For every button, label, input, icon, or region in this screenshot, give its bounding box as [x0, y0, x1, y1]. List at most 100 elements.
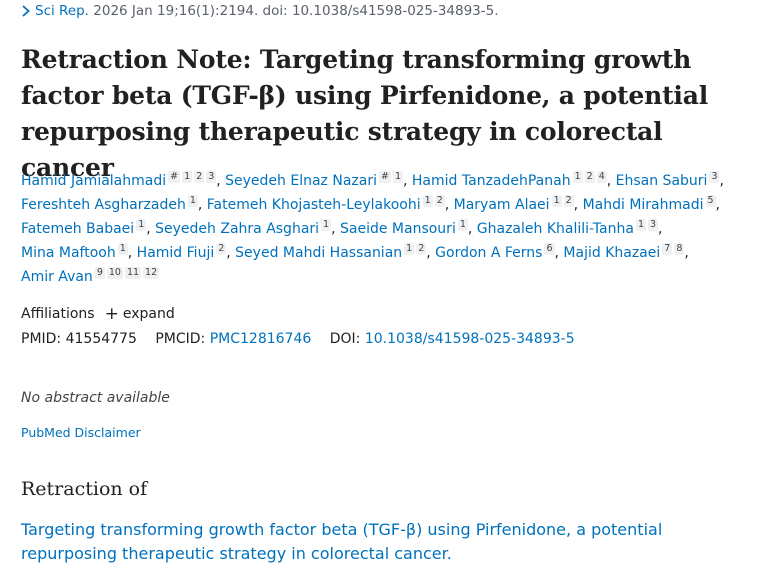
author-affiliation-refs: 1	[134, 219, 147, 237]
author-name[interactable]: Gordon A Ferns	[435, 245, 543, 261]
author-separator: ,	[403, 173, 412, 189]
retracted-article-link[interactable]: Targeting transforming growth factor bet…	[21, 520, 663, 563]
page-title: Retraction Note: Targeting transforming …	[21, 45, 709, 182]
author-item: Majid Khazaei 7 8,	[563, 243, 689, 261]
pubmed-disclaimer-link[interactable]: PubMed Disclaimer	[21, 425, 141, 440]
affiliation-ref[interactable]: 1	[117, 243, 128, 255]
author-list: Hamid Jamialahmadi #1 2 3, Seyedeh Elnaz Na…	[21, 169, 741, 289]
affiliation-ref[interactable]: 3	[709, 171, 720, 183]
author-separator: ,	[426, 245, 436, 261]
author-name[interactable]: Ghazaleh Khalili-Tanha	[476, 221, 634, 237]
affiliation-ref[interactable]: 1	[457, 219, 468, 231]
equal-contribution-marker: #	[378, 171, 391, 183]
author-name[interactable]: Majid Khazaei	[563, 245, 661, 261]
author-item: Hamid Jamialahmadi #1 2 3,	[21, 171, 226, 189]
affiliation-ref[interactable]: 1	[136, 219, 147, 231]
affiliation-ref[interactable]: 1	[404, 243, 415, 255]
expand-affiliations-button[interactable]: expand	[122, 306, 175, 322]
author-name[interactable]: Seyedeh Zahra Asghari	[155, 221, 320, 237]
author-item: Fereshteh Asgharzadeh 1,	[21, 195, 207, 213]
author-name[interactable]: Ehsan Saburi	[615, 173, 708, 189]
affiliation-ref[interactable]: 1	[392, 171, 403, 183]
author-affiliation-refs: 1	[319, 219, 332, 237]
author-separator: ,	[146, 221, 156, 237]
plus-icon[interactable]: +	[104, 304, 119, 324]
author-item: Mina Maftooh 1,	[21, 243, 137, 261]
author-separator: ,	[554, 245, 564, 261]
author-name[interactable]: Hamid TanzadehPanah	[411, 173, 571, 189]
author-affiliation-refs: 2	[214, 243, 227, 261]
pmcid-label: PMCID:	[155, 331, 206, 347]
affiliation-ref[interactable]: 2	[194, 171, 205, 183]
affiliations-label: Affiliations	[21, 306, 95, 322]
author-separator: ,	[216, 173, 226, 189]
author-name[interactable]: Mahdi Mirahmadi	[582, 197, 704, 213]
author-affiliation-refs: 1	[186, 195, 198, 213]
author-separator: ,	[684, 245, 689, 261]
author-separator: ,	[197, 197, 207, 213]
affiliation-ref[interactable]: 3	[206, 171, 217, 183]
affiliation-ref[interactable]: 1	[551, 195, 562, 207]
doi-label: DOI:	[329, 331, 361, 347]
affiliation-ref[interactable]: 2	[216, 243, 227, 255]
author-item: Amir Avan 9 10 11 12	[21, 267, 160, 285]
author-separator: ,	[444, 197, 454, 213]
author-name[interactable]: Hamid Fiuji	[136, 245, 215, 261]
author-affiliation-refs: 1	[456, 219, 468, 237]
affiliation-ref[interactable]: 1	[187, 195, 198, 207]
affiliations-row: Affiliations + expand	[21, 304, 175, 324]
author-name[interactable]: Hamid Jamialahmadi	[21, 173, 167, 189]
author-item: Seyedeh Elnaz Nazari #1,	[225, 171, 412, 189]
author-separator: ,	[467, 221, 477, 237]
affiliation-ref[interactable]: 1	[635, 219, 646, 231]
affiliation-ref[interactable]: 2	[563, 195, 574, 207]
author-item: Seyedeh Zahra Asghari 1,	[155, 219, 340, 237]
author-item: Gordon A Ferns 6,	[435, 243, 564, 261]
author-name[interactable]: Mina Maftooh	[21, 245, 116, 261]
author-name[interactable]: Seyed Mahdi Hassanian	[235, 245, 403, 261]
affiliation-ref[interactable]: 1	[572, 171, 583, 183]
affiliation-ref[interactable]: 6	[544, 243, 555, 255]
author-name[interactable]: Fereshteh Asgharzadeh	[21, 197, 186, 213]
journal-link[interactable]: Sci Rep.	[35, 3, 89, 19]
affiliation-ref[interactable]: 10	[106, 267, 123, 279]
affiliation-ref[interactable]: 2	[416, 243, 427, 255]
affiliation-ref[interactable]: 1	[321, 219, 332, 231]
affiliation-ref[interactable]: 2	[584, 171, 595, 183]
author-item: Hamid Fiuji 2,	[136, 243, 236, 261]
affiliation-ref[interactable]: 3	[647, 219, 659, 231]
author-item: Ghazaleh Khalili-Tanha 1 3,	[476, 219, 662, 237]
affiliation-ref[interactable]: 4	[596, 171, 607, 183]
affiliation-ref[interactable]: 2	[434, 195, 445, 207]
affiliation-ref[interactable]: 1	[182, 171, 193, 183]
author-affiliation-refs: 3	[707, 171, 720, 189]
pmcid-link[interactable]: PMC12816746	[209, 331, 312, 347]
author-affiliation-refs: 6	[542, 243, 555, 261]
author-name[interactable]: Saeide Mansouri	[340, 221, 456, 237]
author-affiliation-refs: 5	[704, 195, 716, 213]
author-item: Fatemeh Khojasteh-Leylakoohi 1 2,	[206, 195, 454, 213]
author-name[interactable]: Seyedeh Elnaz Nazari	[225, 173, 377, 189]
author-item: Fatemeh Babaei 1,	[21, 219, 156, 237]
author-name[interactable]: Amir Avan	[21, 269, 93, 285]
affiliation-ref[interactable]: 8	[674, 243, 685, 255]
affiliation-ref[interactable]: 5	[705, 195, 716, 207]
author-separator: ,	[127, 245, 137, 261]
retraction-heading: Retraction of	[21, 478, 148, 500]
author-name[interactable]: Fatemeh Khojasteh-Leylakoohi	[206, 197, 421, 213]
chevron-right-icon[interactable]	[21, 5, 35, 21]
affiliation-ref[interactable]: 12	[143, 267, 160, 279]
author-name[interactable]: Maryam Alaei	[453, 197, 550, 213]
affiliation-ref[interactable]: 1	[422, 195, 433, 207]
author-name[interactable]: Fatemeh Babaei	[21, 221, 135, 237]
citation-details: 2026 Jan 19;16(1):2194. doi: 10.1038/s41…	[93, 3, 499, 19]
affiliation-ref[interactable]: 9	[94, 267, 105, 279]
affiliation-ref[interactable]: 11	[124, 267, 142, 279]
affiliation-ref[interactable]: 7	[662, 243, 673, 255]
author-separator: ,	[715, 197, 720, 213]
doi-link[interactable]: 10.1038/s41598-025-34893-5	[364, 331, 575, 347]
